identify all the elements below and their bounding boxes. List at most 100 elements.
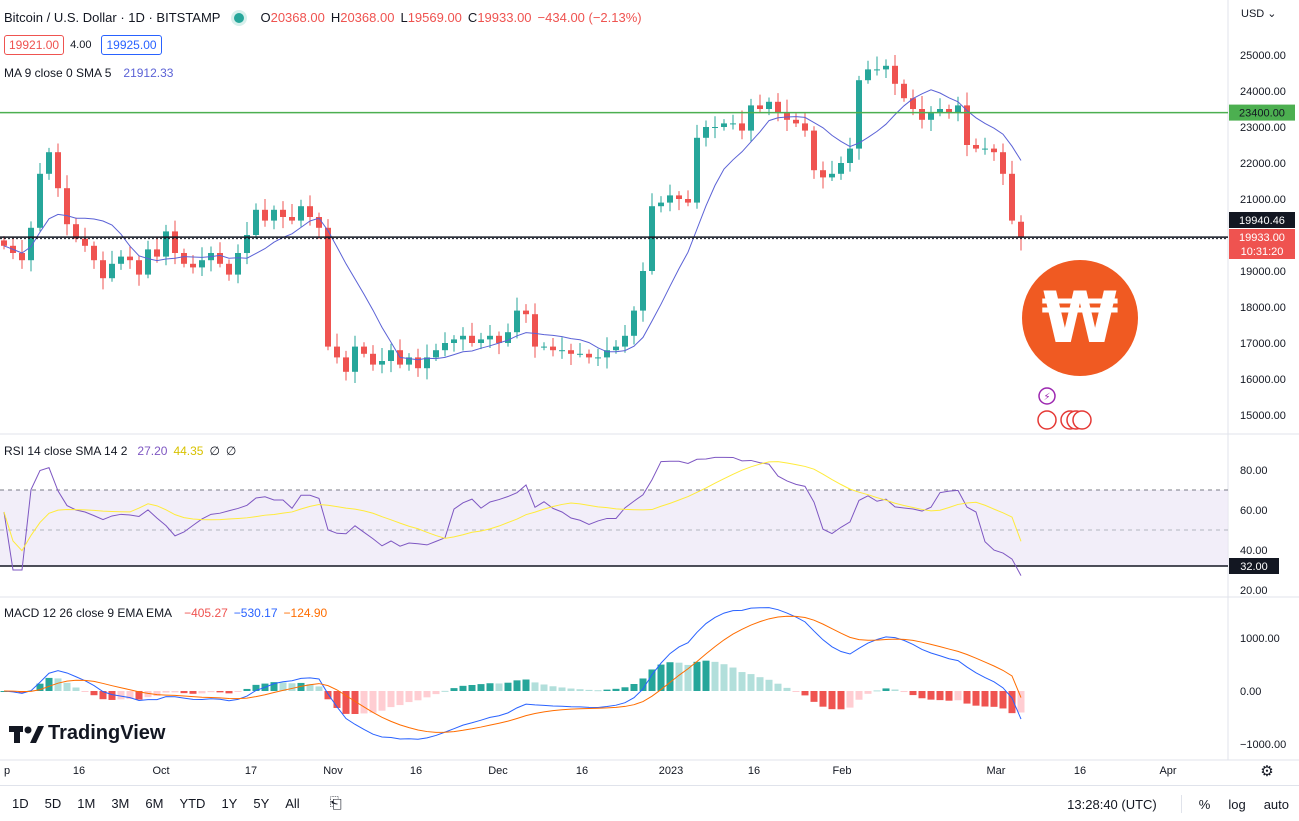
candle-body[interactable]: [235, 253, 241, 275]
macd-histogram-bar[interactable]: [927, 691, 935, 700]
macd-histogram-bar[interactable]: [819, 691, 827, 707]
candle-body[interactable]: [289, 217, 295, 221]
macd-signal-line[interactable]: [3, 615, 1022, 733]
macd-histogram-bar[interactable]: [936, 691, 944, 701]
candle-body[interactable]: [226, 263, 232, 275]
timeframe-1d[interactable]: 1D: [12, 796, 29, 811]
main-price-pane[interactable]: [0, 55, 1228, 383]
macd-histogram-bar[interactable]: [90, 691, 98, 696]
macd-histogram-bar[interactable]: [747, 674, 755, 691]
macd-histogram-bar[interactable]: [315, 686, 323, 691]
candle-body[interactable]: [847, 148, 853, 163]
macd-histogram-bar[interactable]: [999, 691, 1007, 709]
macd-histogram-bar[interactable]: [567, 688, 575, 691]
candle-body[interactable]: [595, 357, 601, 359]
macd-histogram-bar[interactable]: [945, 691, 953, 701]
candle-body[interactable]: [91, 245, 97, 261]
candle-body[interactable]: [640, 271, 646, 311]
macd-histogram-bar[interactable]: [810, 691, 818, 702]
candle-body[interactable]: [514, 310, 520, 333]
candle-body[interactable]: [775, 101, 781, 113]
macd-histogram-bar[interactable]: [882, 688, 890, 691]
candle-body[interactable]: [325, 227, 331, 347]
chart-canvas[interactable]: 25000.00 24000.00 23000.00 22000.00 21000.00…: [0, 0, 1299, 785]
symbol-legend[interactable]: Bitcoin / U.S. Dollar · 1D · BITSTAMP O2…: [4, 10, 648, 25]
candle-body[interactable]: [379, 361, 385, 365]
candle-body[interactable]: [271, 209, 277, 221]
rsi-level-tag[interactable]: [1229, 558, 1279, 574]
timeframe-1y[interactable]: 1Y: [221, 796, 238, 811]
macd-histogram-bar[interactable]: [1017, 691, 1025, 713]
macd-histogram-bar[interactable]: [639, 678, 647, 691]
candle-body[interactable]: [658, 202, 664, 207]
candle-body[interactable]: [307, 206, 313, 217]
ask-price-button[interactable]: 19925.00: [101, 35, 162, 55]
macd-histogram-bar[interactable]: [963, 691, 971, 704]
candle-body[interactable]: [28, 227, 34, 261]
candle-body[interactable]: [883, 65, 889, 70]
candle-body[interactable]: [1018, 221, 1024, 238]
bottom-toolbar[interactable]: 1D 5D 1M 3M 6M YTD 1Y 5Y All ⎗ 13:28:40 (UTC) % …: [0, 785, 1299, 821]
candle-body[interactable]: [865, 69, 871, 81]
candle-body[interactable]: [874, 69, 880, 71]
candle-body[interactable]: [766, 101, 772, 109]
macd-histogram-bar[interactable]: [549, 686, 557, 691]
macd-histogram-bar[interactable]: [36, 683, 44, 691]
macd-histogram-bar[interactable]: [729, 667, 737, 691]
candle-body[interactable]: [64, 188, 70, 225]
candle-body[interactable]: [829, 173, 835, 178]
macd-histogram-bar[interactable]: [918, 691, 926, 699]
candle-body[interactable]: [361, 346, 367, 354]
rsi-pane[interactable]: [0, 456, 1228, 576]
candle-body[interactable]: [190, 263, 196, 268]
candle-body[interactable]: [478, 339, 484, 343]
candle-body[interactable]: [730, 123, 736, 125]
macd-histogram-bar[interactable]: [585, 689, 593, 691]
macd-histogram-bar[interactable]: [198, 691, 206, 694]
macd-histogram-bar[interactable]: [900, 691, 908, 693]
macd-histogram-bar[interactable]: [531, 682, 539, 691]
candle-body[interactable]: [55, 152, 61, 189]
candle-body[interactable]: [703, 127, 709, 138]
macd-histogram-bar[interactable]: [711, 661, 719, 691]
green-line-price-tag[interactable]: [1229, 104, 1295, 121]
macd-histogram-bar[interactable]: [693, 661, 701, 691]
timeframe-ytd[interactable]: YTD: [179, 796, 206, 811]
tradingview-logo[interactable]: TradingView: [8, 722, 165, 745]
candle-body[interactable]: [181, 253, 187, 264]
macd-histogram-bar[interactable]: [360, 691, 368, 714]
macd-histogram-bar[interactable]: [576, 689, 584, 691]
macd-line[interactable]: [3, 607, 1022, 740]
macd-histogram-bar[interactable]: [270, 682, 278, 691]
candle-body[interactable]: [388, 350, 394, 361]
candle-body[interactable]: [172, 231, 178, 253]
candle-body[interactable]: [100, 260, 106, 279]
macd-histogram-bar[interactable]: [513, 680, 521, 691]
macd-histogram-bar[interactable]: [432, 691, 440, 695]
symbol-title[interactable]: Bitcoin / U.S. Dollar · 1D · BITSTAMP: [4, 10, 221, 25]
macd-histogram-bar[interactable]: [216, 691, 224, 693]
candle-body[interactable]: [901, 83, 907, 99]
candle-body[interactable]: [568, 350, 574, 354]
candle-body[interactable]: [154, 249, 160, 257]
candle-body[interactable]: [136, 260, 142, 275]
macd-histogram-bar[interactable]: [189, 691, 197, 694]
macd-histogram-bar[interactable]: [873, 690, 881, 692]
candle-body[interactable]: [262, 209, 268, 221]
currency-selector[interactable]: USD ⌄: [1241, 7, 1277, 20]
macd-histogram-bar[interactable]: [45, 677, 53, 691]
macd-histogram-bar[interactable]: [972, 691, 980, 706]
candle-body[interactable]: [694, 137, 700, 203]
macd-histogram-bar[interactable]: [765, 679, 773, 691]
macd-histogram-bar[interactable]: [540, 684, 548, 691]
macd-histogram-bar[interactable]: [981, 691, 989, 707]
candle-body[interactable]: [316, 217, 322, 228]
macd-histogram-bar[interactable]: [243, 688, 251, 691]
candle-body[interactable]: [559, 350, 565, 352]
macd-histogram-bar[interactable]: [468, 684, 476, 691]
macd-histogram-bar[interactable]: [99, 691, 107, 700]
candle-body[interactable]: [127, 256, 133, 261]
candle-body[interactable]: [604, 350, 610, 358]
candle-body[interactable]: [964, 105, 970, 145]
macd-histogram-bar[interactable]: [720, 664, 728, 691]
